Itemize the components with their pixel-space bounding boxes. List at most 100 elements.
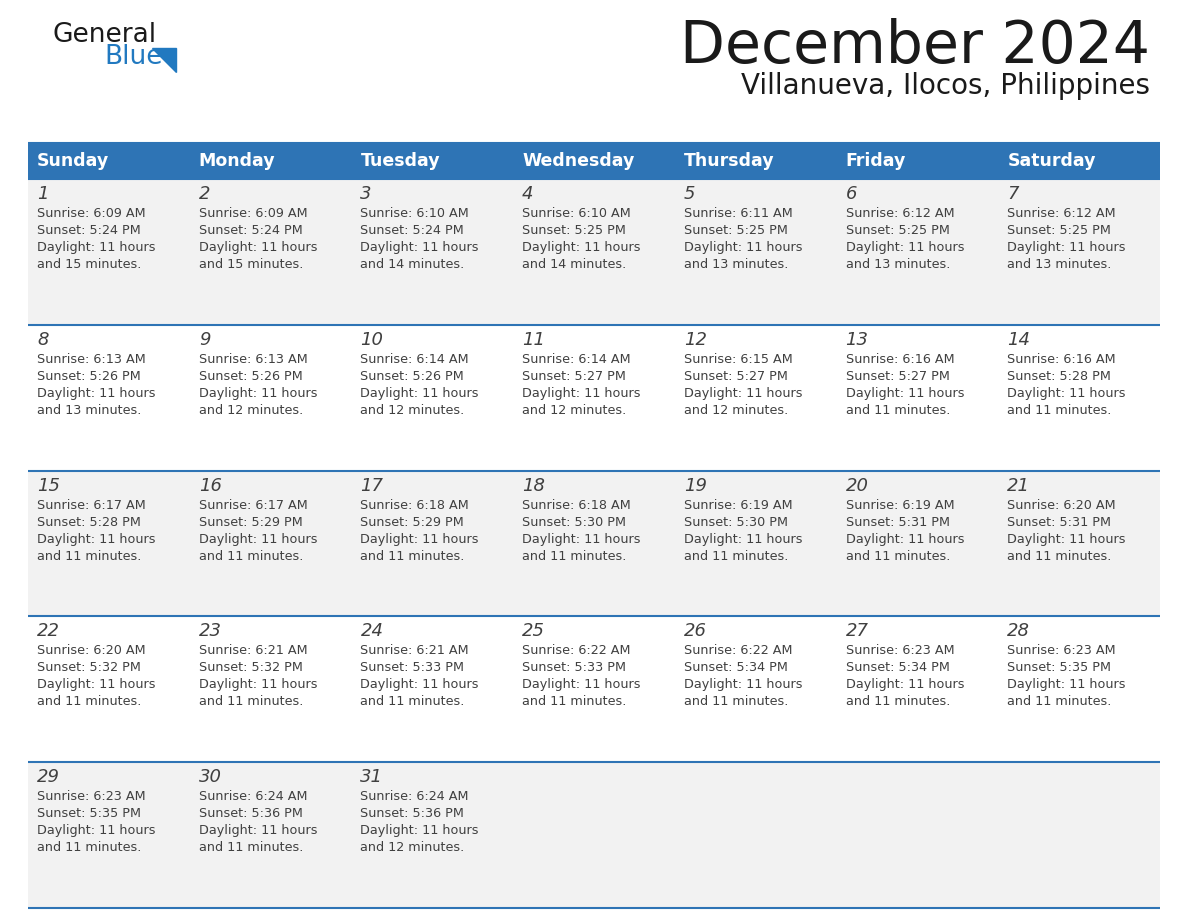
Text: Sunrise: 6:12 AM: Sunrise: 6:12 AM	[846, 207, 954, 220]
Text: 13: 13	[846, 330, 868, 349]
Text: Sunrise: 6:21 AM: Sunrise: 6:21 AM	[360, 644, 469, 657]
Text: Daylight: 11 hours: Daylight: 11 hours	[360, 386, 479, 400]
Text: Thursday: Thursday	[684, 152, 775, 170]
Text: and 13 minutes.: and 13 minutes.	[846, 258, 950, 271]
Text: Daylight: 11 hours: Daylight: 11 hours	[1007, 386, 1126, 400]
Bar	[29, 143, 190, 179]
Text: and 11 minutes.: and 11 minutes.	[846, 696, 950, 709]
Text: and 12 minutes.: and 12 minutes.	[360, 404, 465, 417]
Text: Sunset: 5:26 PM: Sunset: 5:26 PM	[37, 370, 140, 383]
Text: and 11 minutes.: and 11 minutes.	[1007, 550, 1112, 563]
Text: Sunset: 5:33 PM: Sunset: 5:33 PM	[523, 661, 626, 675]
Text: Sunrise: 6:21 AM: Sunrise: 6:21 AM	[198, 644, 308, 657]
Bar	[513, 143, 675, 179]
Text: Daylight: 11 hours: Daylight: 11 hours	[360, 241, 479, 254]
Text: Daylight: 11 hours: Daylight: 11 hours	[523, 386, 640, 400]
Text: Sunrise: 6:23 AM: Sunrise: 6:23 AM	[1007, 644, 1116, 657]
Text: Sunset: 5:25 PM: Sunset: 5:25 PM	[523, 224, 626, 237]
Text: 4: 4	[523, 185, 533, 203]
Text: Sunset: 5:28 PM: Sunset: 5:28 PM	[1007, 370, 1111, 383]
Text: Sunset: 5:36 PM: Sunset: 5:36 PM	[198, 807, 303, 820]
Text: Sunrise: 6:20 AM: Sunrise: 6:20 AM	[37, 644, 146, 657]
Text: Sunset: 5:29 PM: Sunset: 5:29 PM	[360, 516, 465, 529]
Text: Daylight: 11 hours: Daylight: 11 hours	[360, 824, 479, 837]
Text: Sunset: 5:32 PM: Sunset: 5:32 PM	[198, 661, 303, 675]
Text: Sunrise: 6:17 AM: Sunrise: 6:17 AM	[198, 498, 308, 511]
Text: Sunrise: 6:13 AM: Sunrise: 6:13 AM	[37, 353, 146, 365]
Text: Daylight: 11 hours: Daylight: 11 hours	[37, 824, 156, 837]
Bar	[29, 616, 1159, 762]
Bar	[29, 471, 1159, 616]
Text: Daylight: 11 hours: Daylight: 11 hours	[198, 678, 317, 691]
Text: and 12 minutes.: and 12 minutes.	[198, 404, 303, 417]
Text: Sunrise: 6:09 AM: Sunrise: 6:09 AM	[198, 207, 308, 220]
Text: and 11 minutes.: and 11 minutes.	[37, 550, 141, 563]
Text: Sunrise: 6:24 AM: Sunrise: 6:24 AM	[360, 790, 469, 803]
Text: Sunset: 5:29 PM: Sunset: 5:29 PM	[198, 516, 303, 529]
Text: 30: 30	[198, 768, 222, 786]
Text: 18: 18	[523, 476, 545, 495]
Text: 6: 6	[846, 185, 857, 203]
Text: 3: 3	[360, 185, 372, 203]
Text: and 11 minutes.: and 11 minutes.	[684, 696, 788, 709]
Text: Saturday: Saturday	[1007, 152, 1095, 170]
Text: Daylight: 11 hours: Daylight: 11 hours	[37, 386, 156, 400]
Text: 11: 11	[523, 330, 545, 349]
Text: Daylight: 11 hours: Daylight: 11 hours	[846, 532, 965, 545]
Text: and 12 minutes.: and 12 minutes.	[523, 404, 626, 417]
Text: 14: 14	[1007, 330, 1030, 349]
Text: Daylight: 11 hours: Daylight: 11 hours	[846, 678, 965, 691]
Text: Sunset: 5:31 PM: Sunset: 5:31 PM	[1007, 516, 1111, 529]
Text: 23: 23	[198, 622, 222, 641]
Text: and 11 minutes.: and 11 minutes.	[1007, 696, 1112, 709]
Text: 25: 25	[523, 622, 545, 641]
Text: and 15 minutes.: and 15 minutes.	[198, 258, 303, 271]
Text: Daylight: 11 hours: Daylight: 11 hours	[684, 532, 802, 545]
Text: Wednesday: Wednesday	[523, 152, 634, 170]
Text: Daylight: 11 hours: Daylight: 11 hours	[198, 532, 317, 545]
Text: Sunset: 5:24 PM: Sunset: 5:24 PM	[198, 224, 303, 237]
Text: and 11 minutes.: and 11 minutes.	[523, 550, 626, 563]
Text: and 11 minutes.: and 11 minutes.	[846, 404, 950, 417]
Text: Daylight: 11 hours: Daylight: 11 hours	[1007, 241, 1126, 254]
Text: Sunset: 5:34 PM: Sunset: 5:34 PM	[846, 661, 949, 675]
Text: and 11 minutes.: and 11 minutes.	[523, 696, 626, 709]
Text: Daylight: 11 hours: Daylight: 11 hours	[360, 678, 479, 691]
Text: Daylight: 11 hours: Daylight: 11 hours	[198, 824, 317, 837]
Text: Sunset: 5:32 PM: Sunset: 5:32 PM	[37, 661, 141, 675]
Text: Sunrise: 6:22 AM: Sunrise: 6:22 AM	[684, 644, 792, 657]
Text: Daylight: 11 hours: Daylight: 11 hours	[360, 532, 479, 545]
Text: 5: 5	[684, 185, 695, 203]
Text: Daylight: 11 hours: Daylight: 11 hours	[846, 241, 965, 254]
Bar	[190, 143, 352, 179]
Text: 19: 19	[684, 476, 707, 495]
Text: Daylight: 11 hours: Daylight: 11 hours	[198, 386, 317, 400]
Text: Sunset: 5:27 PM: Sunset: 5:27 PM	[846, 370, 949, 383]
Text: Daylight: 11 hours: Daylight: 11 hours	[37, 678, 156, 691]
Text: 24: 24	[360, 622, 384, 641]
Text: Sunset: 5:26 PM: Sunset: 5:26 PM	[198, 370, 303, 383]
Text: Friday: Friday	[846, 152, 906, 170]
Text: and 11 minutes.: and 11 minutes.	[37, 841, 141, 855]
Text: Sunrise: 6:14 AM: Sunrise: 6:14 AM	[360, 353, 469, 365]
Text: 28: 28	[1007, 622, 1030, 641]
Text: Sunrise: 6:18 AM: Sunrise: 6:18 AM	[360, 498, 469, 511]
Text: Sunrise: 6:10 AM: Sunrise: 6:10 AM	[523, 207, 631, 220]
Text: 20: 20	[846, 476, 868, 495]
Text: and 11 minutes.: and 11 minutes.	[198, 841, 303, 855]
Text: Sunset: 5:26 PM: Sunset: 5:26 PM	[360, 370, 465, 383]
Text: 15: 15	[37, 476, 61, 495]
Text: Sunrise: 6:22 AM: Sunrise: 6:22 AM	[523, 644, 631, 657]
Text: and 14 minutes.: and 14 minutes.	[360, 258, 465, 271]
Text: Sunrise: 6:16 AM: Sunrise: 6:16 AM	[846, 353, 954, 365]
Text: Sunset: 5:27 PM: Sunset: 5:27 PM	[523, 370, 626, 383]
Text: and 15 minutes.: and 15 minutes.	[37, 258, 141, 271]
Bar	[836, 143, 998, 179]
Text: 26: 26	[684, 622, 707, 641]
Text: 16: 16	[198, 476, 222, 495]
Text: Sunset: 5:30 PM: Sunset: 5:30 PM	[684, 516, 788, 529]
Text: Sunrise: 6:19 AM: Sunrise: 6:19 AM	[684, 498, 792, 511]
Text: 12: 12	[684, 330, 707, 349]
Text: 31: 31	[360, 768, 384, 786]
Text: and 11 minutes.: and 11 minutes.	[360, 696, 465, 709]
